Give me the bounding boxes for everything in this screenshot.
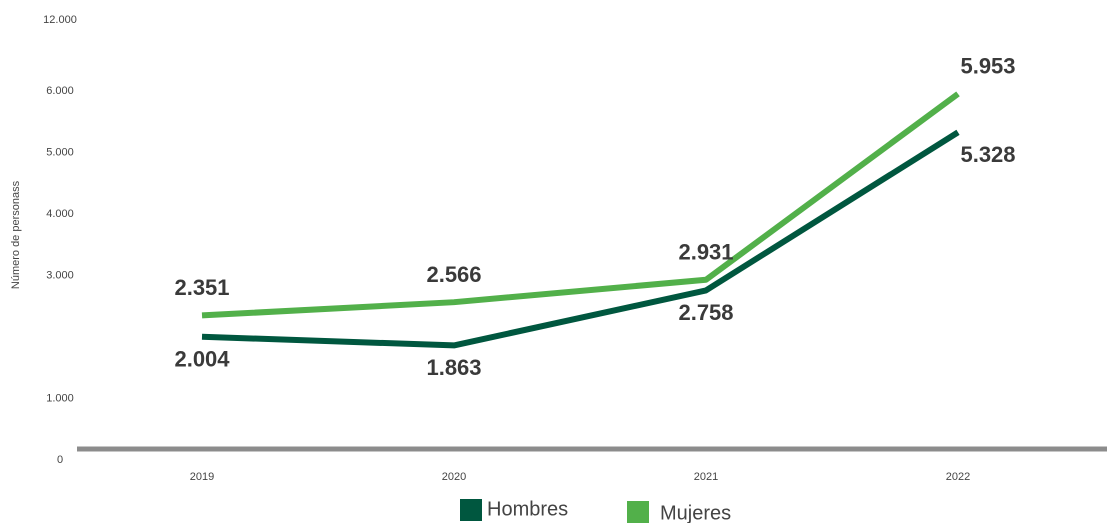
y-tick-label: 12.000 — [43, 14, 77, 26]
x-tick-label: 2021 — [694, 471, 718, 483]
y-tick-label: 6.000 — [46, 85, 74, 97]
data-label: 2.566 — [426, 262, 481, 287]
data-label: 5.328 — [960, 142, 1015, 167]
data-label: 5.953 — [960, 54, 1015, 79]
data-label: 1.863 — [426, 355, 481, 380]
y-tick-label: 3.000 — [46, 269, 74, 281]
x-tick-label: 2020 — [442, 471, 466, 483]
x-tick-label: 2019 — [190, 471, 214, 483]
y-tick-label: 0 — [57, 454, 63, 466]
data-label: 2.351 — [174, 275, 229, 300]
y-tick-label: 1.000 — [46, 392, 74, 404]
legend-swatch — [627, 501, 649, 523]
legend-label: Mujeres — [660, 502, 731, 523]
series-line — [201, 129, 960, 349]
x-tick-label: 2022 — [946, 471, 970, 483]
data-label: 2.758 — [678, 300, 733, 325]
y-tick-label: 4.000 — [46, 208, 74, 220]
y-tick-label: 5.000 — [46, 146, 74, 158]
legend-swatch — [460, 499, 482, 521]
legend-label: Hombres — [487, 498, 568, 520]
data-label: 2.004 — [174, 347, 230, 372]
series-line — [201, 91, 960, 319]
data-label: 2.931 — [678, 240, 733, 265]
y-axis-label: Número de personass — [10, 180, 22, 289]
